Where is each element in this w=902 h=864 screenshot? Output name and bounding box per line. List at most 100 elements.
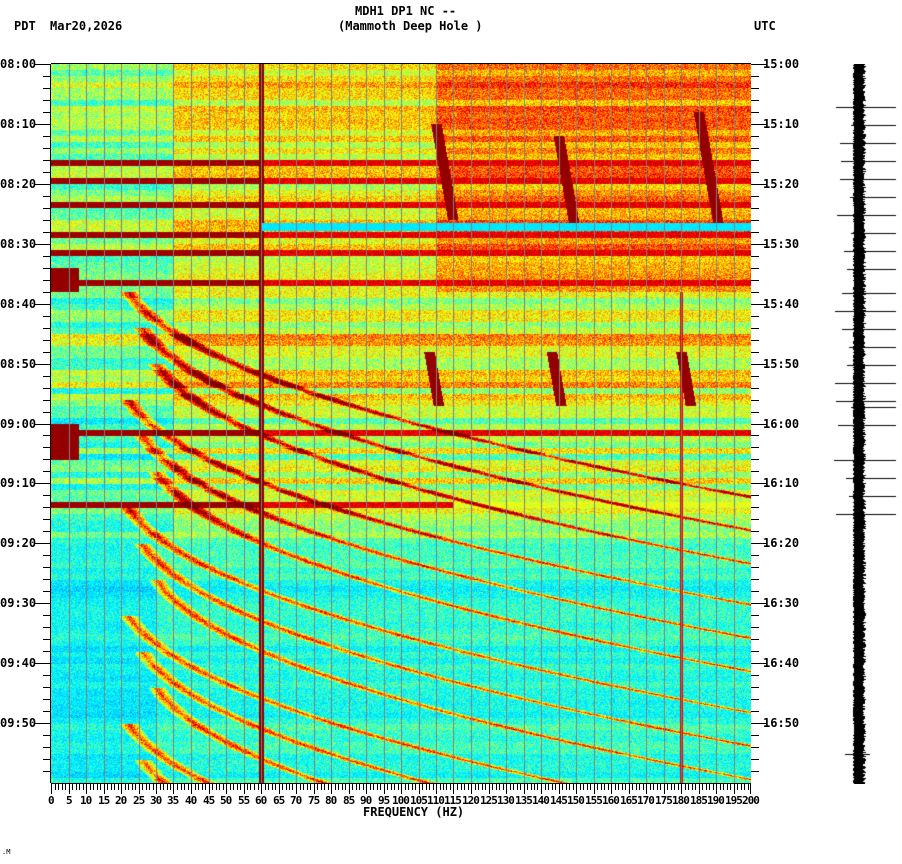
right-tick — [751, 723, 767, 724]
bottom-tick — [289, 783, 290, 790]
bottom-tick — [146, 783, 147, 790]
seismogram-canvas — [830, 64, 900, 784]
bottom-tick — [65, 783, 66, 790]
frequency-tick-label: 80 — [325, 794, 337, 807]
bottom-tick — [202, 783, 203, 790]
bottom-tick — [292, 783, 293, 790]
left-tick — [43, 268, 51, 269]
bottom-tick — [72, 783, 73, 790]
bottom-tick — [387, 783, 388, 790]
left-tick — [43, 208, 51, 209]
bottom-tick — [195, 783, 196, 790]
bottom-tick — [237, 783, 238, 790]
right-tick — [751, 603, 767, 604]
frequency-tick-label: 100 — [392, 794, 410, 807]
left-tick — [35, 364, 51, 365]
bottom-tick — [149, 783, 150, 790]
bottom-tick — [713, 783, 714, 790]
right-time-label: 16:00 — [763, 417, 800, 431]
bottom-tick — [562, 783, 563, 790]
bottom-tick — [534, 783, 535, 790]
frequency-tick-label: 0 — [48, 794, 55, 807]
footnote-mark: .M — [2, 848, 11, 856]
bottom-tick — [573, 783, 574, 790]
bottom-tick — [286, 783, 287, 790]
bottom-tick — [352, 783, 353, 790]
bottom-tick — [233, 783, 234, 790]
left-time-label: 09:00 — [0, 417, 37, 431]
bottom-tick — [223, 783, 224, 790]
frequency-tick-label: 110 — [427, 794, 445, 807]
bottom-tick — [485, 783, 486, 790]
left-tick — [35, 244, 51, 245]
bottom-tick — [475, 783, 476, 790]
bottom-tick — [685, 783, 686, 790]
bottom-tick — [359, 783, 360, 790]
left-tick — [43, 172, 51, 173]
left-time-label: 08:00 — [0, 57, 37, 71]
left-tick — [35, 543, 51, 544]
bottom-tick — [184, 783, 185, 790]
left-tick — [43, 615, 51, 616]
bottom-tick — [450, 783, 451, 790]
left-tick — [43, 435, 51, 436]
bottom-tick — [79, 783, 80, 790]
frequency-tick-label: 180 — [672, 794, 690, 807]
left-tick — [43, 447, 51, 448]
site-title: (Mammoth Deep Hole ) — [338, 19, 483, 33]
right-time-label: 15:00 — [763, 57, 800, 71]
bottom-tick — [240, 783, 241, 790]
right-tick — [751, 268, 759, 269]
right-tick — [751, 64, 767, 65]
bottom-tick — [163, 783, 164, 790]
bottom-tick — [702, 783, 703, 790]
bottom-tick — [653, 783, 654, 790]
bottom-tick — [566, 783, 567, 790]
right-tick — [751, 124, 767, 125]
bottom-tick — [583, 783, 584, 790]
left-tick — [43, 196, 51, 197]
bottom-tick — [216, 783, 217, 790]
frequency-tick-label: 160 — [602, 794, 620, 807]
bottom-tick — [363, 783, 364, 790]
bottom-tick — [489, 783, 490, 794]
frequency-tick-label: 175 — [655, 794, 673, 807]
frequency-tick-label: 120 — [462, 794, 480, 807]
bottom-tick — [219, 783, 220, 790]
right-tick — [751, 256, 759, 257]
right-tick — [751, 543, 767, 544]
bottom-tick — [415, 783, 416, 790]
left-tick — [43, 412, 51, 413]
frequency-tick-label: 190 — [707, 794, 725, 807]
bottom-tick — [650, 783, 651, 790]
frequency-tick-label: 60 — [255, 794, 267, 807]
bottom-tick — [58, 783, 59, 790]
bottom-tick — [611, 783, 612, 794]
left-tick — [43, 328, 51, 329]
frequency-tick-label: 140 — [532, 794, 550, 807]
left-tick — [43, 471, 51, 472]
bottom-tick — [328, 783, 329, 790]
bottom-tick — [275, 783, 276, 790]
right-tick — [751, 352, 759, 353]
right-tick — [751, 184, 767, 185]
right-tick — [751, 591, 759, 592]
bottom-tick — [135, 783, 136, 790]
bottom-tick — [674, 783, 675, 790]
frequency-tick-label: 185 — [690, 794, 708, 807]
bottom-tick — [429, 783, 430, 790]
right-tick — [751, 340, 759, 341]
bottom-tick — [121, 783, 122, 794]
bottom-tick — [695, 783, 696, 790]
bottom-tick — [177, 783, 178, 790]
bottom-tick — [86, 783, 87, 794]
frequency-tick-label: 75 — [308, 794, 320, 807]
bottom-tick — [268, 783, 269, 790]
bottom-tick — [244, 783, 245, 794]
left-time-label: 09:40 — [0, 656, 37, 670]
bottom-tick — [405, 783, 406, 790]
right-tick — [751, 459, 759, 460]
right-tick — [751, 627, 759, 628]
bottom-tick — [188, 783, 189, 790]
bottom-tick — [734, 783, 735, 794]
